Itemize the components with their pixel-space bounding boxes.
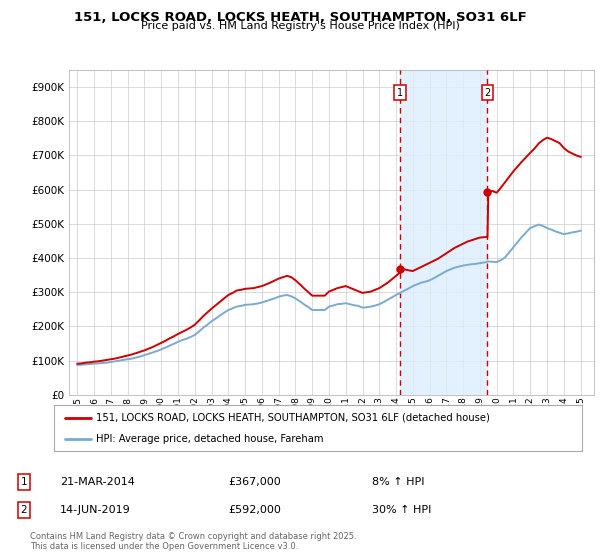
Text: 151, LOCKS ROAD, LOCKS HEATH, SOUTHAMPTON, SO31 6LF (detached house): 151, LOCKS ROAD, LOCKS HEATH, SOUTHAMPTO…	[96, 413, 490, 423]
Text: 1: 1	[20, 477, 28, 487]
Text: Price paid vs. HM Land Registry's House Price Index (HPI): Price paid vs. HM Land Registry's House …	[140, 21, 460, 31]
Text: 30% ↑ HPI: 30% ↑ HPI	[372, 505, 431, 515]
Text: Contains HM Land Registry data © Crown copyright and database right 2025.
This d: Contains HM Land Registry data © Crown c…	[30, 532, 356, 552]
Text: 2: 2	[484, 88, 491, 98]
Text: HPI: Average price, detached house, Fareham: HPI: Average price, detached house, Fare…	[96, 435, 324, 444]
Text: 151, LOCKS ROAD, LOCKS HEATH, SOUTHAMPTON, SO31 6LF: 151, LOCKS ROAD, LOCKS HEATH, SOUTHAMPTO…	[74, 11, 526, 24]
Text: £592,000: £592,000	[228, 505, 281, 515]
Bar	[400, 70, 487, 395]
Text: 8% ↑ HPI: 8% ↑ HPI	[372, 477, 425, 487]
Text: 14-JUN-2019: 14-JUN-2019	[60, 505, 131, 515]
Text: 21-MAR-2014: 21-MAR-2014	[60, 477, 135, 487]
Text: £367,000: £367,000	[228, 477, 281, 487]
Text: 1: 1	[397, 88, 403, 98]
Text: 2: 2	[20, 505, 28, 515]
